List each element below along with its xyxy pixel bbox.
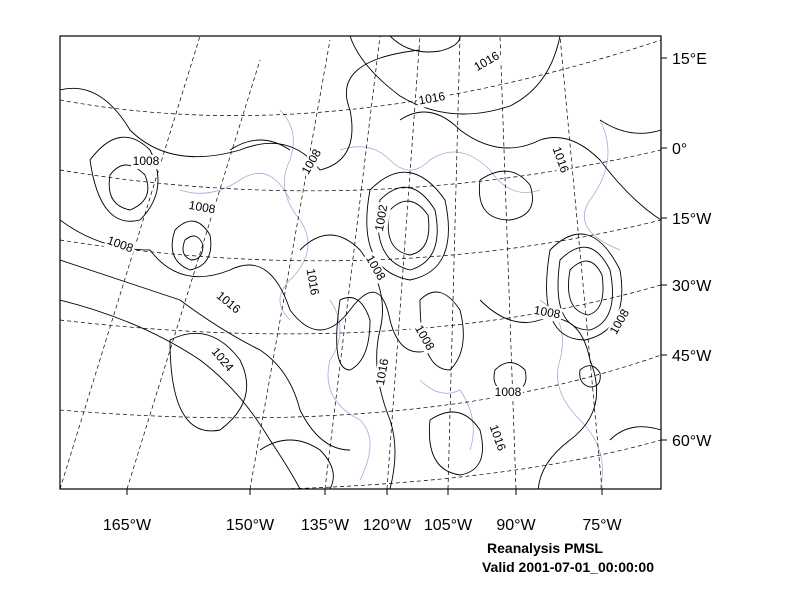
lon-label: 135°W (301, 517, 350, 534)
lon-label: 105°W (424, 517, 473, 534)
contour-label-bg (410, 321, 438, 355)
lat-label: 45°W (672, 348, 712, 365)
contour-label-bg (302, 266, 322, 298)
graticule (60, 36, 661, 489)
subtitle: Valid 2001-07-01_00:00:00 (482, 559, 654, 575)
lat-label: 30°W (672, 278, 712, 295)
lon-label: 165°W (103, 517, 152, 534)
contour-label-bg (606, 305, 634, 339)
contour-label: 1008 (133, 154, 160, 168)
title: Reanalysis PMSL (487, 540, 603, 556)
contour-label: 1008 (188, 198, 217, 216)
contour-label-bg (470, 48, 504, 76)
contour-label: 1002 (372, 203, 390, 232)
contour-label-bg (212, 287, 244, 319)
contour-label-bg (206, 344, 238, 376)
lat-label: 60°W (672, 433, 712, 450)
contour-label: 1008 (533, 303, 562, 321)
map-area: 1016101610081008100810081002100810161016… (60, 36, 661, 489)
contour-label: 1016 (304, 267, 322, 296)
lon-label: 120°W (363, 517, 412, 534)
contour-label-bg (493, 386, 523, 400)
contour-label-bg (372, 202, 392, 234)
lon-label: 150°W (226, 517, 275, 534)
contour-label-bg (186, 198, 218, 218)
map-frame (59, 35, 662, 490)
contour-label: 1016 (373, 357, 391, 386)
lat-label: 15°E (672, 51, 707, 68)
contours (60, 36, 661, 489)
lat-label: 15°W (672, 211, 712, 228)
contour-label-bg (531, 303, 563, 323)
contour-label-bg (485, 421, 509, 455)
contour-label-bg (361, 251, 389, 285)
coastlines (179, 109, 621, 489)
contour-label-bg (548, 143, 572, 177)
contour-label-bg (298, 145, 326, 179)
contour-label: 1016 (417, 89, 446, 107)
contour-label-bg (131, 155, 161, 169)
contour-label-bg (416, 89, 448, 109)
lat-label: 0° (672, 141, 687, 158)
contour-label-bg (103, 233, 137, 257)
lon-label: 75°W (582, 517, 622, 534)
contour-label-bg (373, 356, 393, 388)
axis-labels: 15°E 0° 15°W 30°W 45°W 60°W 165°W 150°W 135°W 120… (103, 51, 712, 534)
lon-label: 90°W (496, 517, 536, 534)
contour-label: 1008 (495, 385, 522, 399)
